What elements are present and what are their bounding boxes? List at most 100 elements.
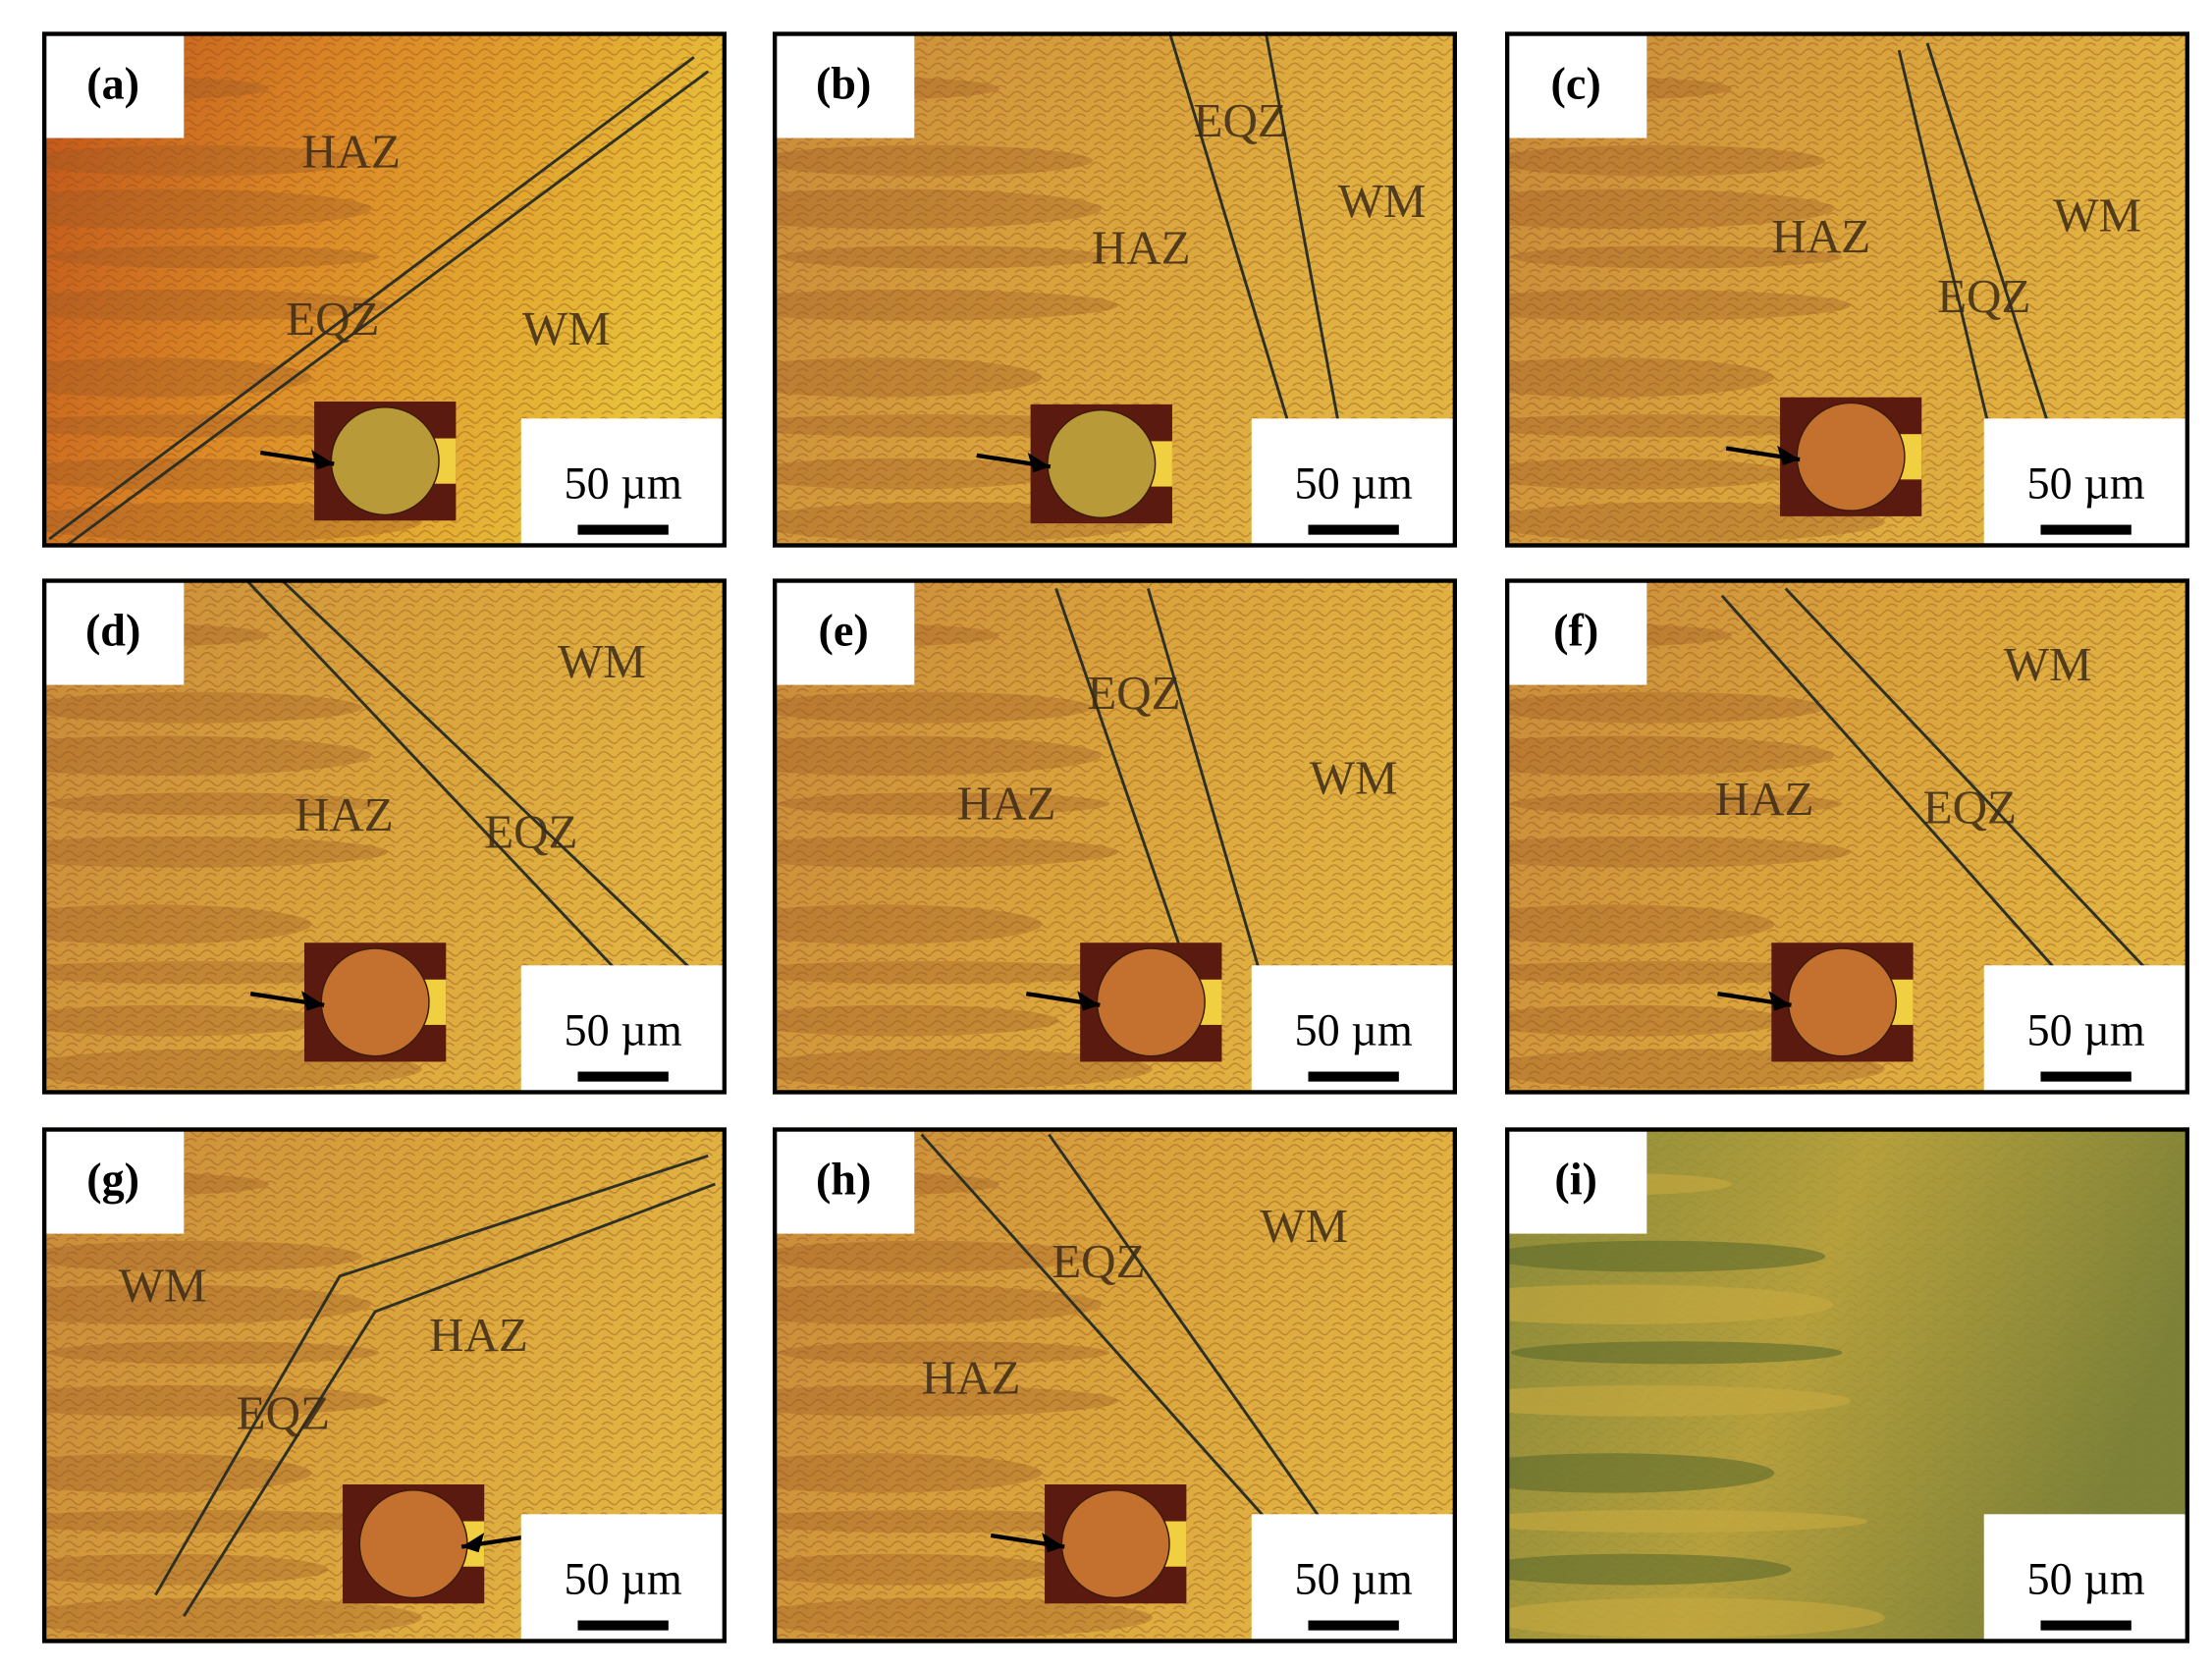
grain [1505,735,1834,776]
fusion-boundary [920,1133,1291,1547]
zone-label: EQZ [237,1385,330,1439]
grain [42,188,371,229]
grain [773,1597,1153,1638]
label-box [773,1127,915,1234]
scale-bar-label: 50 µm [2027,1005,2145,1055]
panel-label: (f) [1553,606,1598,656]
grain [1505,188,1834,229]
grain [778,792,1110,816]
panel-frame [773,578,1457,1095]
zone-label: WM [558,634,646,688]
grain [1505,458,1792,490]
grain [42,290,389,321]
grain [42,735,371,776]
grain [1510,792,1843,816]
grain [42,1597,422,1638]
zone-label: EQZ [1937,269,2030,323]
panel-frame [773,31,1457,548]
grain [1505,1553,1792,1586]
scale-bar-label: 50 µm [565,1554,682,1604]
scale-bar [2040,1620,2131,1631]
scale-bar-label: 50 µm [1295,1005,1413,1055]
grain [1505,1509,1868,1534]
panel-frame [42,578,727,1095]
grain [773,188,1102,229]
grain [1505,413,1868,438]
label-box [42,578,185,685]
panel-label: (i) [1554,1155,1597,1205]
scale-bar [2040,1071,2131,1082]
zone-label: WM [1260,1199,1348,1253]
fusion-boundary [1925,42,2060,455]
scale-bar-label: 50 µm [565,458,682,509]
grain [773,691,1094,724]
zone-label: WM [522,301,611,355]
grain [773,735,1102,776]
zone-label: WM [2053,188,2141,242]
zone-label: HAZ [1092,221,1191,275]
grain [773,1509,1136,1534]
zone-label: WM [2004,637,2092,691]
zone-label: WM [119,1259,207,1313]
zone-label: HAZ [301,125,401,179]
arrow-head [1042,1533,1065,1553]
label-box [42,1127,185,1234]
grain [1505,144,1826,177]
panel-label: (e) [819,606,869,656]
scale-bar [1308,1620,1399,1631]
grain [773,1240,1094,1272]
weld-section [1047,408,1157,519]
grain [773,904,1043,944]
zone-label: HAZ [922,1350,1021,1404]
grain [42,1553,329,1586]
panel-label: (g) [86,1155,139,1205]
scale-bar-label: 50 µm [1295,458,1413,509]
zone-label: EQZ [1087,666,1180,720]
zone-label: WM [1338,174,1427,228]
arrow-head [1768,991,1792,1011]
zone-label: EQZ [1923,781,2017,834]
fusion-boundary [1147,588,1264,979]
grain [1505,691,1826,724]
micrograph-panel: HAZ WM EQZ (c) 50 µm [1505,31,2189,548]
scale-bar [2040,524,2131,535]
zone-label: HAZ [1771,209,1870,263]
weld-section [330,406,440,516]
grain [42,836,389,868]
panel-frame [1505,1127,2189,1643]
grain [47,1341,380,1365]
scale-bar-label: 50 µm [2027,1554,2145,1604]
arrow-head [311,450,335,470]
zone-label: HAZ [957,776,1056,830]
panel-frame [42,1127,727,1643]
grain [42,357,312,398]
fusion-boundary [1048,1133,1341,1546]
panel-label: (h) [816,1155,871,1205]
fusion-boundary [1167,31,1299,452]
panel-label: (b) [816,59,871,109]
scale-bar-label: 50 µm [565,1005,682,1055]
scale-bar [577,524,669,535]
grain [773,290,1119,321]
arrow-head [461,1533,485,1553]
fusion-boundary [1264,31,1345,452]
grain [42,1240,363,1272]
arrow-head [1077,991,1101,1011]
fusion-boundary [183,1182,716,1617]
grain [773,836,1119,868]
panel-label: (d) [85,606,140,656]
grain [773,458,1059,490]
grain [42,1453,312,1493]
fusion-boundary [282,580,710,987]
grain [778,1341,1110,1365]
grain [773,144,1094,177]
grain [1510,1341,1843,1365]
zone-label: WM [1310,750,1398,804]
zone-label: HAZ [429,1308,528,1362]
grain [1505,290,1852,321]
panel-frame [1505,578,2189,1095]
grain [42,1284,371,1324]
grain [1505,357,1775,398]
fusion-boundary [1784,587,2170,994]
